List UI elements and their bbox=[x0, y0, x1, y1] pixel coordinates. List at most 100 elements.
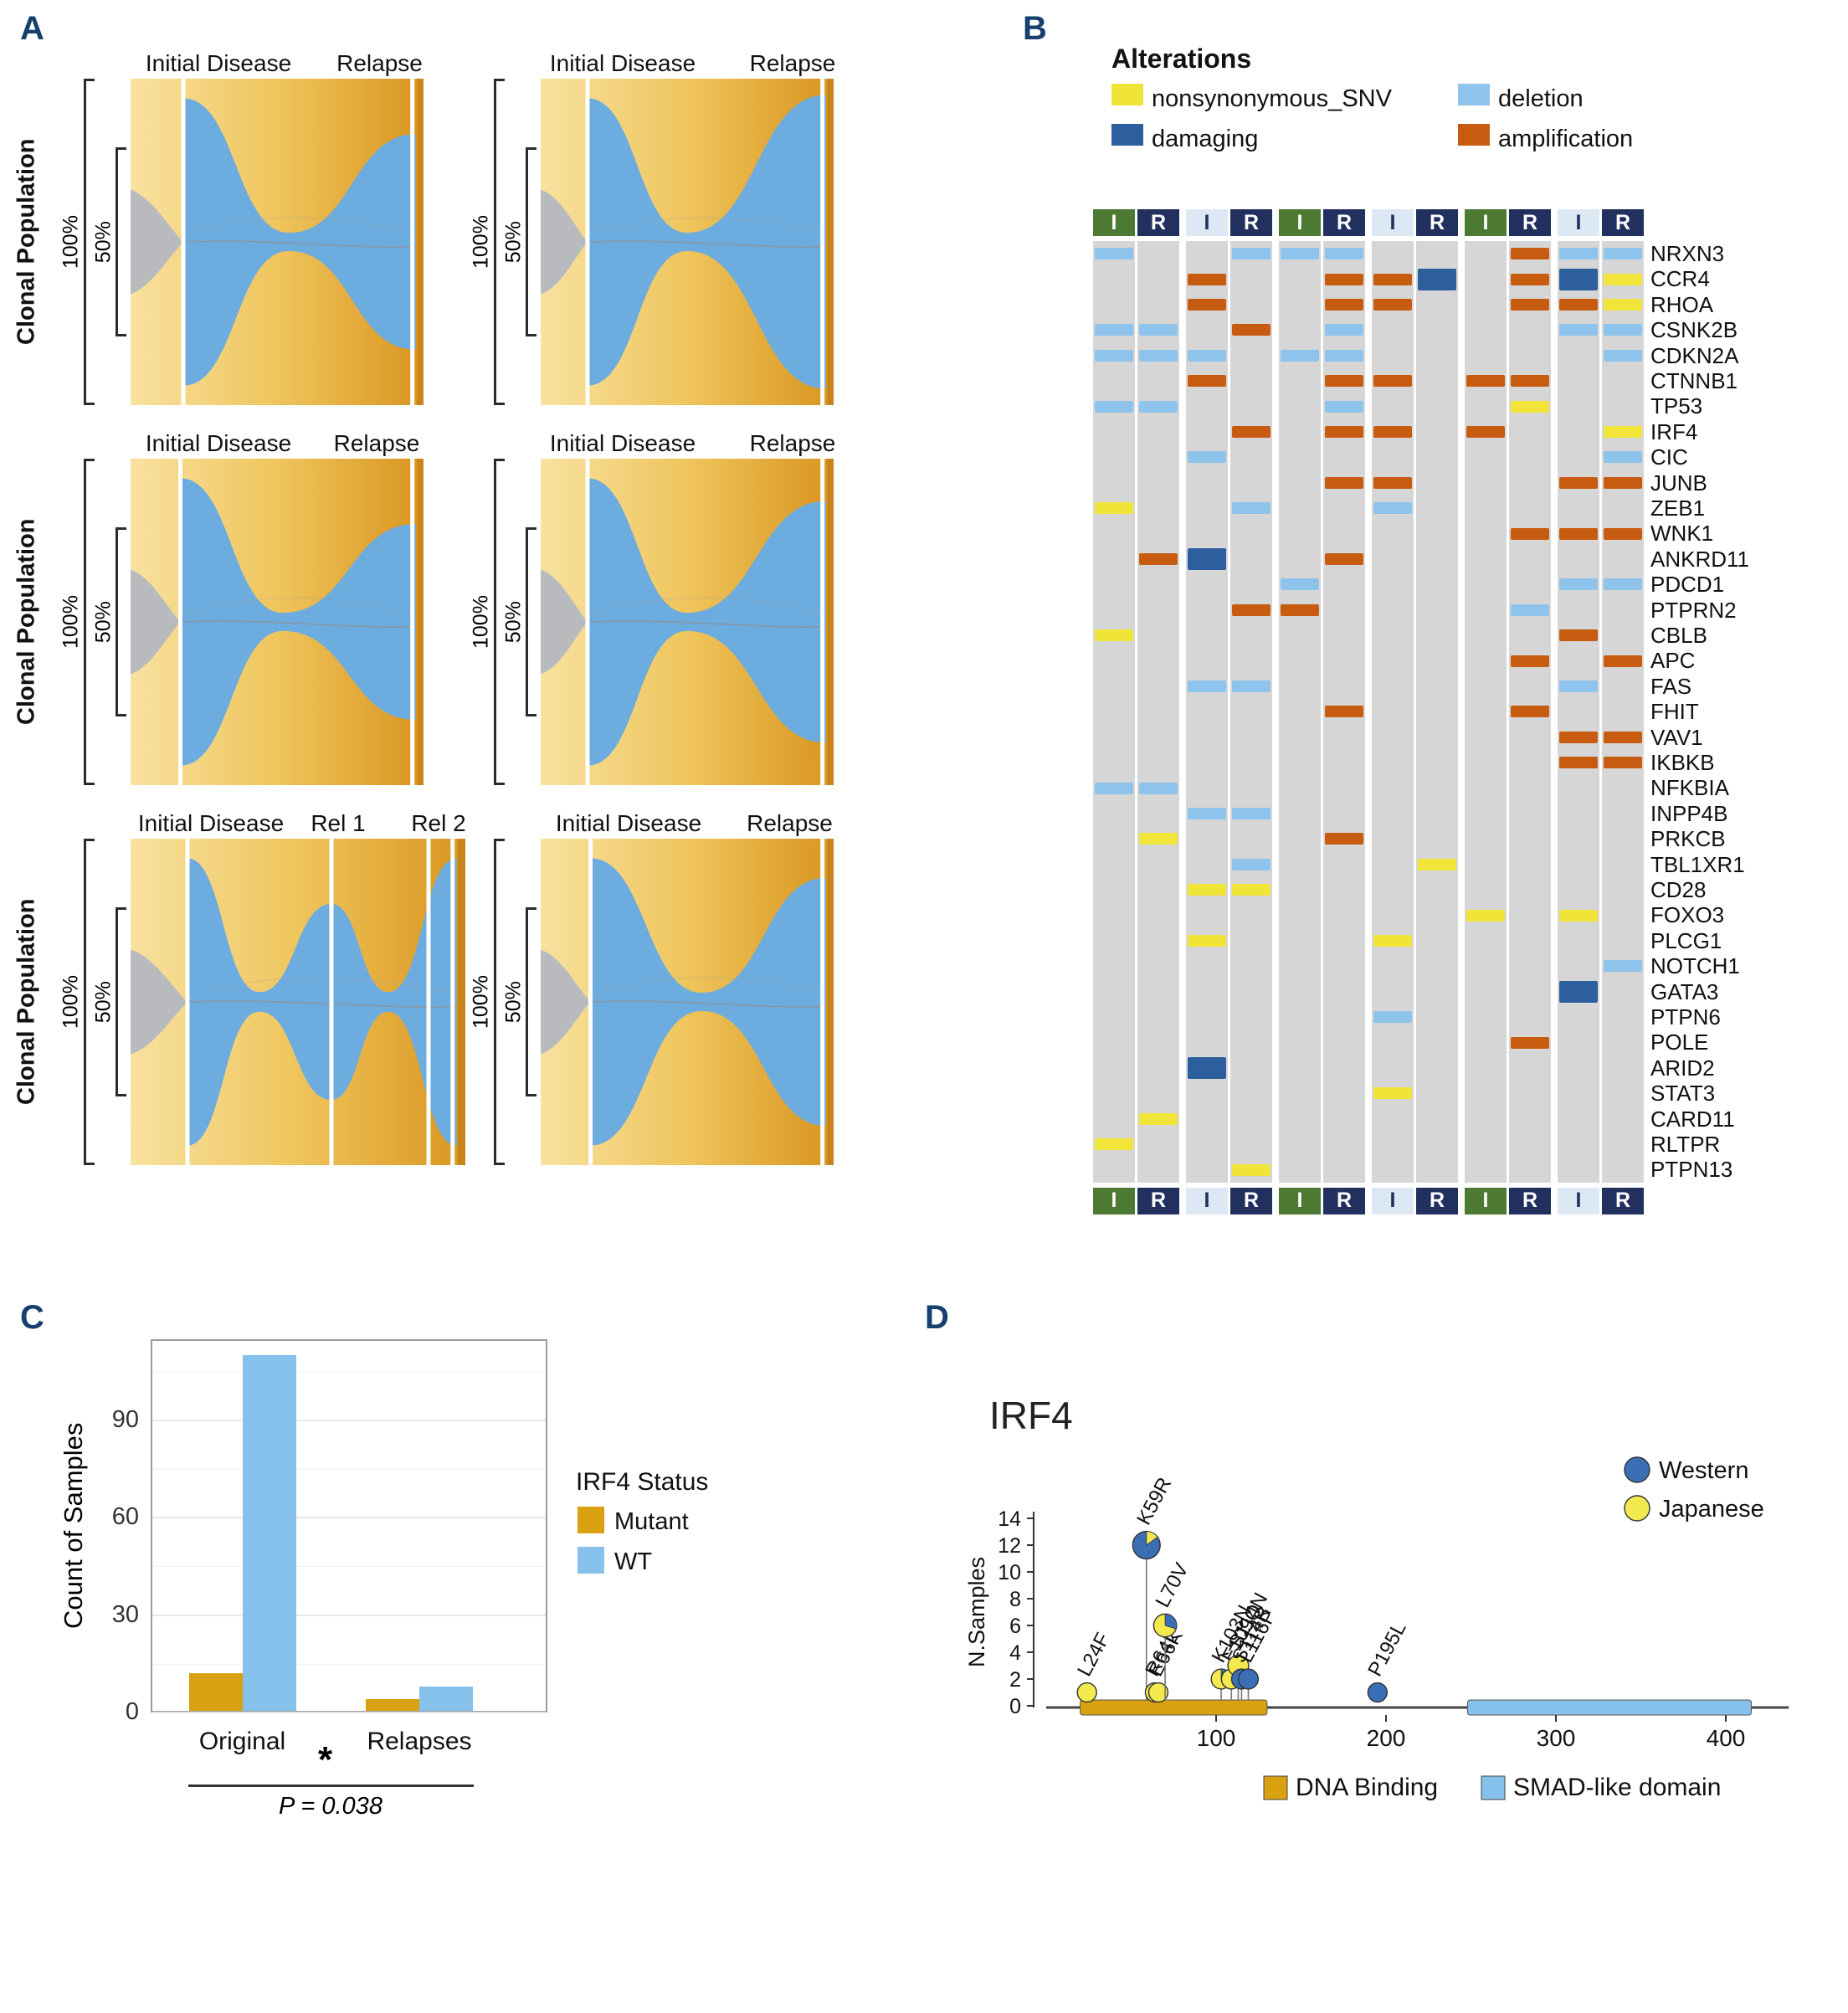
x-tick-label: 400 bbox=[1707, 1725, 1746, 1751]
x-category-label: Relapses bbox=[367, 1728, 472, 1755]
oncoprint-cell-snv bbox=[1373, 935, 1412, 947]
footer-sample-box: R bbox=[1602, 1187, 1644, 1214]
gene-label: CSNK2B bbox=[1650, 317, 1738, 343]
oncoprint-cell-amplification bbox=[1511, 375, 1549, 388]
oncoprint-cell-amplification bbox=[1604, 655, 1642, 667]
major-gridline bbox=[152, 1419, 546, 1421]
oncoprint-cell-deletion bbox=[1373, 502, 1412, 515]
oncoprint-column bbox=[1602, 241, 1644, 1183]
gene-label: CIC bbox=[1650, 444, 1688, 470]
oncoprint-cell-amplification bbox=[1373, 375, 1412, 388]
legend-swatch-snv bbox=[1111, 84, 1143, 105]
minor-gridline bbox=[152, 1566, 546, 1568]
legend-label-deletion: deletion bbox=[1498, 85, 1584, 112]
gene-label: POLE bbox=[1650, 1030, 1709, 1055]
timepoint-label: Initial Disease bbox=[145, 430, 292, 456]
relapse-clone-shape bbox=[588, 478, 826, 766]
gene-label: RHOA bbox=[1650, 291, 1714, 317]
fishplot-block: Initial Disease Rel 1 Rel 2 100% 50% bbox=[59, 810, 466, 1165]
clonal-population-axis-label: Clonal Population bbox=[13, 518, 40, 726]
oncoprint-cell-amplification bbox=[1325, 553, 1363, 565]
oncoprint-cell-amplification bbox=[1559, 476, 1598, 489]
fishplot-svg bbox=[131, 839, 465, 1165]
oncoprint-cell-amplification bbox=[1325, 426, 1363, 438]
founding-clone-shape bbox=[541, 189, 588, 295]
header-sample-box: R bbox=[1137, 209, 1179, 236]
oncoprint-cell-deletion bbox=[1325, 324, 1363, 336]
oncoprint-cell-deletion bbox=[1139, 324, 1178, 336]
bar-wt-Relapses bbox=[419, 1686, 473, 1711]
oncoprint-cell-amplification bbox=[1373, 476, 1412, 489]
panel-d-label: D bbox=[925, 1299, 949, 1336]
oncoprint-cell-amplification bbox=[1511, 527, 1549, 540]
gene-label: VAV1 bbox=[1650, 724, 1703, 750]
oncoprint-cell-snv bbox=[1604, 426, 1642, 438]
oncoprint-cell-deletion bbox=[1188, 451, 1226, 464]
oncoprint-cell-amplification bbox=[1373, 299, 1412, 311]
gene-label: JUNB bbox=[1650, 470, 1707, 496]
y-tick-label: 8 bbox=[1009, 1588, 1021, 1611]
domain-domain_dna bbox=[1080, 1699, 1268, 1716]
bracket-100 bbox=[494, 79, 505, 405]
gene-label: PRKCB bbox=[1650, 826, 1726, 852]
footer-sample-box: R bbox=[1509, 1187, 1551, 1214]
fishplot-svg bbox=[131, 79, 424, 405]
oncoprint-cell-deletion bbox=[1281, 578, 1319, 591]
gene-label: PLCG1 bbox=[1650, 927, 1722, 953]
oncoprint-cell-snv bbox=[1232, 884, 1270, 896]
oncoprint-cell-deletion bbox=[1604, 578, 1642, 591]
minor-gridline bbox=[152, 1371, 546, 1373]
fishplot-block: Initial Disease Relapse 100% 50% bbox=[469, 50, 835, 405]
irf4-title: IRF4 bbox=[989, 1394, 1073, 1437]
oncoprint-cell-amplification bbox=[1188, 273, 1226, 285]
y-tick-label: 90 bbox=[111, 1405, 139, 1433]
oncoprint-cell-deletion bbox=[1604, 248, 1642, 260]
domain-legend-label: DNA Binding bbox=[1296, 1774, 1438, 1801]
subclone-outline bbox=[587, 597, 821, 616]
header-sample-box: I bbox=[1186, 209, 1228, 236]
y-tick-label: 6 bbox=[1009, 1615, 1021, 1638]
header-sample-box: R bbox=[1230, 209, 1272, 236]
oncoprint-cell-amplification bbox=[1325, 476, 1363, 489]
oncoprint-cell-deletion bbox=[1604, 960, 1642, 973]
oncoprint-cell-snv bbox=[1095, 502, 1133, 515]
oncoprint-cell-amplification bbox=[1559, 757, 1598, 769]
fishplot-svg bbox=[541, 459, 834, 785]
oncoprint-cell-deletion bbox=[1604, 451, 1642, 464]
oncoprint-cell-snv bbox=[1604, 299, 1642, 311]
panel-c-label: C bbox=[20, 1299, 44, 1336]
gene-label: APC bbox=[1650, 648, 1696, 674]
mutation-circle-P195L bbox=[1367, 1682, 1388, 1703]
footer-sample-box: R bbox=[1416, 1187, 1458, 1214]
bracket-100 bbox=[84, 839, 95, 1165]
header-sample-box: I bbox=[1465, 209, 1507, 236]
gene-label: ZEB1 bbox=[1650, 496, 1706, 521]
subclone-outline bbox=[187, 977, 450, 996]
significance-line bbox=[188, 1784, 474, 1787]
major-gridline bbox=[152, 1517, 546, 1519]
relapse-clone-shape bbox=[590, 858, 826, 1146]
legend-swatch-damaging bbox=[1111, 124, 1143, 146]
domain-legend-label: SMAD-like domain bbox=[1513, 1774, 1721, 1801]
gene-label: FHIT bbox=[1650, 699, 1699, 725]
footer-sample-box: R bbox=[1230, 1187, 1272, 1214]
legend-swatch-mutant bbox=[578, 1507, 604, 1533]
bracket-50 bbox=[526, 526, 536, 717]
footer-sample-box: R bbox=[1137, 1187, 1179, 1214]
oncoprint-cell-deletion bbox=[1095, 349, 1133, 362]
oncoprint-column bbox=[1558, 241, 1599, 1183]
legend-swatch-wt bbox=[578, 1547, 604, 1574]
oncoprint-column bbox=[1137, 241, 1179, 1183]
oncoprint-cell-snv bbox=[1188, 884, 1226, 896]
gene-label: IKBKB bbox=[1650, 750, 1715, 775]
plot-area bbox=[151, 1339, 547, 1713]
oncoprint-cell-amplification bbox=[1559, 527, 1598, 540]
founding-clone-shape bbox=[541, 949, 591, 1055]
legend-swatch-amplification bbox=[1458, 124, 1490, 146]
x-category-label: Original bbox=[198, 1728, 286, 1755]
oncoprint-cell-amplification bbox=[1232, 603, 1270, 616]
oncoprint-cell-deletion bbox=[1559, 680, 1598, 692]
y-tick-label: 2 bbox=[1009, 1668, 1021, 1692]
timepoint-label: Initial Disease bbox=[555, 810, 702, 836]
